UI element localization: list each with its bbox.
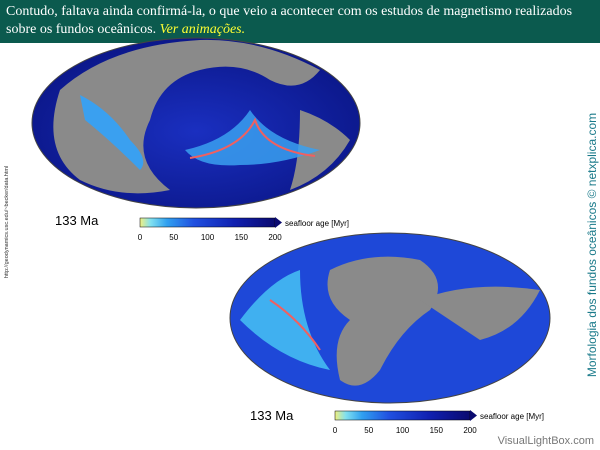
source-url: http://geodynamics.usc.edu/~becker/data.…: [4, 166, 10, 278]
colorbar-label: seafloor age [Myr]: [480, 412, 544, 421]
young-crust: [80, 95, 144, 170]
header-text: Contudo, faltava ainda confirmá-la, o qu…: [6, 4, 573, 37]
colorbar-tick-label: 0: [333, 426, 338, 435]
map-2: [229, 232, 551, 404]
colorbar-tick-label: 150: [235, 233, 249, 242]
colorbar-tick-label: 100: [201, 233, 215, 242]
colorbar-arrow: [275, 217, 282, 228]
header: Contudo, faltava ainda confirmá-la, o qu…: [0, 0, 600, 43]
watermark: VisualLightBox.com: [498, 435, 594, 447]
colorbar-tick-label: 0: [138, 233, 143, 242]
young-crust: [240, 270, 330, 370]
colorbar-tick-label: 50: [364, 426, 373, 435]
colorbar: [139, 217, 276, 228]
ridge: [189, 117, 316, 159]
young-crust: [185, 110, 320, 166]
colorbar-tick-label: 200: [463, 426, 477, 435]
age-label: 133 Ma: [55, 213, 99, 228]
colorbar-label: seafloor age [Myr]: [285, 219, 349, 228]
animation-link[interactable]: Ver animações.: [159, 22, 246, 37]
colorbar-tick-label: 50: [169, 233, 178, 242]
colorbar-tick-label: 150: [430, 426, 444, 435]
continent: [420, 286, 540, 340]
age-label: 133 Ma: [250, 408, 294, 423]
colorbar: [334, 410, 471, 421]
colorbar-arrow: [470, 410, 477, 421]
continent: [53, 39, 320, 194]
side-caption: Morfologia dos fundos oceânicos © netxpl…: [585, 113, 599, 377]
map-1: [31, 37, 361, 209]
continent: [327, 256, 438, 386]
ridge: [269, 299, 321, 351]
colorbar-tick-label: 200: [268, 233, 282, 242]
colorbar-tick-label: 100: [396, 426, 410, 435]
